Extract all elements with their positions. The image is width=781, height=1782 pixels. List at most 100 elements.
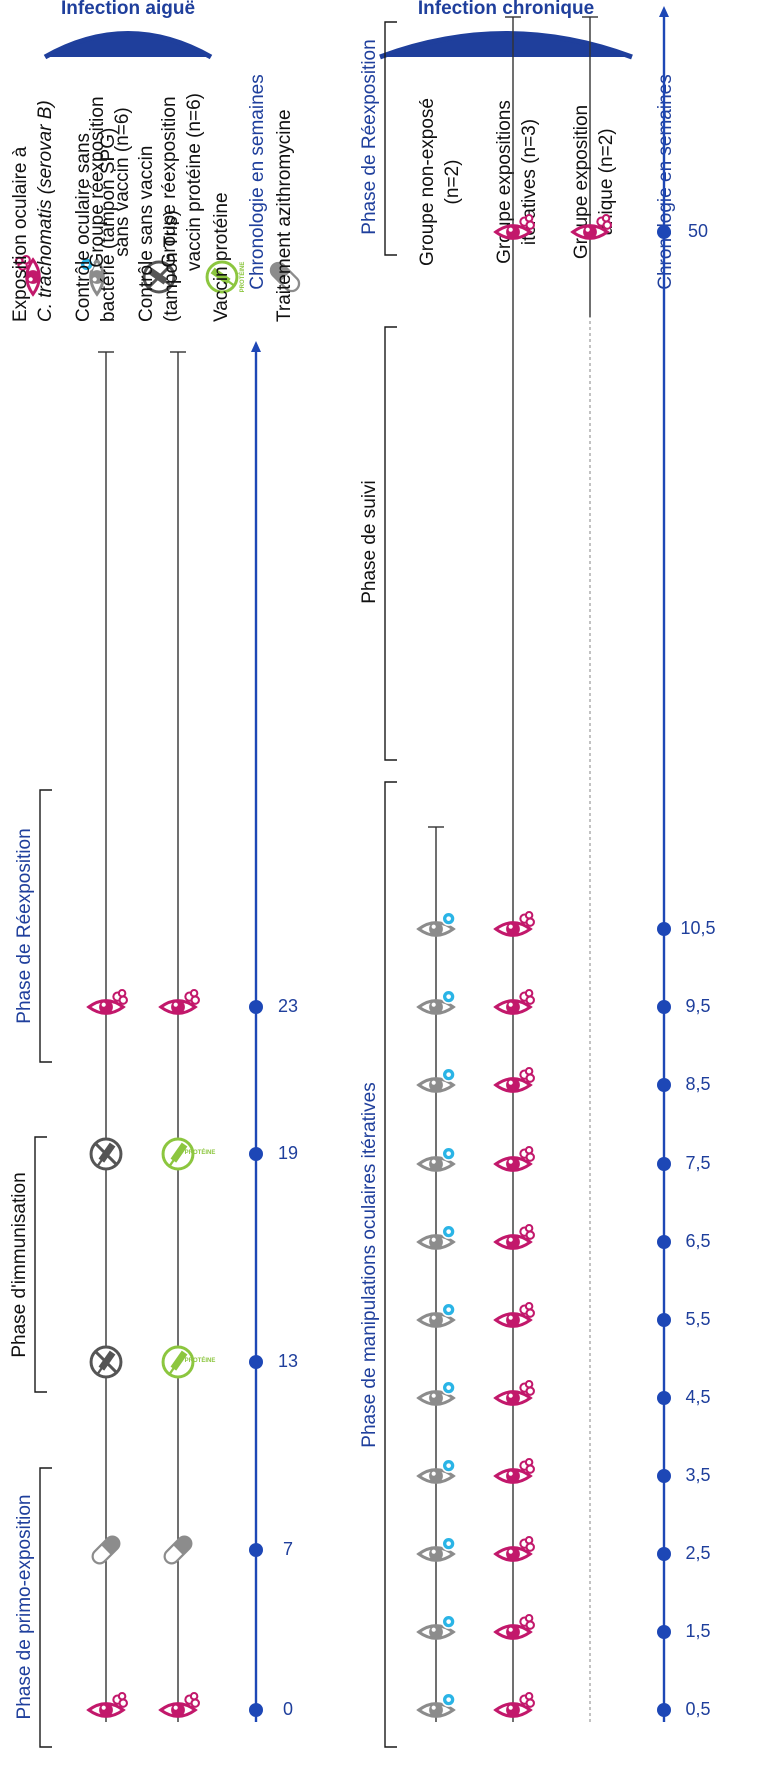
acute-axis-tick-label: 23	[278, 996, 298, 1016]
acute-panel: Groupe réexposition sans vaccin (n=6) Grou…	[9, 74, 298, 1748]
legend-label-3a: Contrôle sans vaccin	[136, 146, 157, 322]
eye-chlamydia-icon	[494, 988, 536, 1016]
legend-label-3b: (tampon Tris)	[161, 210, 182, 322]
eye-control-icon	[417, 1145, 457, 1173]
chronic-axis-tick-label: 4,5	[685, 1387, 710, 1407]
chronic-axis-tick-dot	[657, 1469, 671, 1483]
acute-axis-tick-label: 19	[278, 1143, 298, 1163]
chronic-phase-reexposition: Phase de Réexposition	[359, 39, 380, 234]
chronic-phase-bracket-suivi	[384, 326, 397, 761]
chronic-axis-tick-label: 10,5	[680, 918, 715, 938]
eye-chlamydia-icon	[494, 1301, 536, 1329]
acute-rows: PROTÉINE PROTÉINE	[87, 351, 216, 1722]
acute-axis-label: Chronologie en semaines	[247, 74, 268, 289]
eye-control-icon	[417, 910, 457, 938]
legend-item-control-eye: Contrôle oculaire sans bactérie (tampon …	[73, 128, 119, 322]
eye-chlamydia-icon	[159, 988, 201, 1016]
eye-control-icon	[417, 1613, 457, 1641]
chronic-panel: Groupe non-exposé (n=2) Groupe expositions…	[359, 6, 716, 1748]
acute-phase-bracket-immunisation	[34, 1136, 47, 1393]
eye-chlamydia-icon	[159, 1691, 201, 1719]
chronic-section-arc	[379, 31, 633, 60]
chronic-group-label: Groupe expositions itératives (n=3)	[494, 100, 540, 264]
acute-phase-bracket-reexposition	[39, 789, 52, 1063]
legend-label-2a: Contrôle oculaire sans	[73, 133, 94, 322]
chronic-row-iterative	[494, 213, 536, 1719]
chronic-axis-tick-dot	[657, 922, 671, 936]
eye-control-icon	[417, 988, 457, 1016]
chronic-row-non-exposed	[417, 910, 457, 1719]
eye-control-icon	[417, 1457, 457, 1485]
legend-item-no-vaccine: Contrôle sans vaccin (tampon Tris)	[136, 140, 182, 322]
legend-label-2b: bactérie (tampon SPG)	[98, 128, 119, 322]
chronic-phase-suivi: Phase de suivi	[359, 480, 380, 604]
chronic-phase-bracket-reexposition	[384, 21, 397, 256]
chronic-phase-bracket-iterative	[384, 781, 397, 1748]
pill-icon	[88, 1532, 124, 1568]
chronic-axis-tick-label: 9,5	[685, 996, 710, 1016]
acute-phase-bracket-primo	[39, 1467, 52, 1748]
chronic-axis-tick-dot	[657, 1547, 671, 1561]
chronic-axis-tick-label: 3,5	[685, 1465, 710, 1485]
chronic-rows	[417, 16, 613, 1722]
acute-axis-tick-dot	[249, 1147, 263, 1161]
eye-chlamydia-icon	[494, 1691, 536, 1719]
acute-phases: Phase de primo-exposition Phase d'immunis…	[9, 789, 52, 1748]
chronic-axis-tick-label: 8,5	[685, 1074, 710, 1094]
legend-label-5: Traitement azithromycine	[274, 109, 295, 322]
chronic-axis-tick-label: 0,5	[685, 1699, 710, 1719]
legend-item-chlamydia-eye: Exposition oculaire à C. trachomatis (se…	[10, 100, 56, 322]
chronic-axis-tick-dot	[657, 1391, 671, 1405]
legend-label-1a: Exposition oculaire à	[10, 146, 31, 322]
acute-row-protein-vaccine: PROTÉINE PROTÉINE	[159, 988, 216, 1719]
chronic-section-label: Infection chronique	[418, 0, 594, 19]
chronic-axis-tick-label: 50	[688, 221, 708, 241]
acute-group-label: Groupe réexposition sans vaccin (n=6)	[87, 96, 133, 267]
svg-text:Contrôle oculaire sans: Contrôle oculaire sans bactérie (tampon …	[73, 128, 119, 322]
protein-tag: PROTÉINE	[238, 262, 246, 293]
eye-chlamydia-icon	[494, 1457, 536, 1485]
acute-time-axis-arrowhead	[251, 341, 261, 352]
acute-axis-tick-dot	[249, 1000, 263, 1014]
legend-item-pill: Traitement azithromycine	[266, 109, 304, 322]
acute-phase-reexposition: Phase de Réexposition	[14, 828, 35, 1023]
acute-axis-tick-label: 0	[283, 1699, 293, 1719]
eye-control-icon	[417, 1379, 457, 1407]
acute-group-label: Groupe réexposition vaccin protéine (n=6)	[159, 93, 205, 271]
chronic-axis-tick-label: 7,5	[685, 1153, 710, 1173]
pill-icon	[160, 1532, 196, 1568]
eye-chlamydia-icon	[494, 1145, 536, 1173]
protein-tag: PROTÉINE	[185, 1356, 216, 1364]
eye-chlamydia-icon	[87, 1691, 129, 1719]
eye-control-icon	[417, 1066, 457, 1094]
no-vaccine-icon	[89, 1137, 123, 1171]
acute-axis-tick-label: 13	[278, 1351, 298, 1371]
chronic-axis-tick-label: 5,5	[685, 1309, 710, 1329]
legend-item-protein-vaccine: PROTÉINE Vaccin protéine	[205, 192, 246, 322]
acute-phase-immunisation: Phase d'immunisation	[9, 1172, 30, 1357]
chronic-group-label: Groupe non-exposé (n=2)	[417, 98, 463, 266]
chronic-axis-tick-dot	[657, 1000, 671, 1014]
legend-label-1b: C. trachomatis (serovar B)	[35, 100, 56, 322]
eye-control-icon	[417, 1691, 457, 1719]
timeline-content: Groupe réexposition sans vaccin (n=6) Grou…	[9, 6, 716, 1748]
chronic-axis-tick-dot	[657, 225, 671, 239]
legend: Exposition oculaire à C. trachomatis (se…	[10, 100, 304, 322]
chronic-axis-tick-dot	[657, 1625, 671, 1639]
eye-chlamydia-icon	[494, 1613, 536, 1641]
chronic-axis-tick-label: 2,5	[685, 1543, 710, 1563]
eye-chlamydia-icon	[494, 910, 536, 938]
protein-tag: PROTÉINE	[185, 1148, 216, 1156]
acute-axis-tick-dot	[249, 1355, 263, 1369]
svg-text:Contrôle sans vaccin: Contrôle sans vaccin (tampon Tris)	[136, 140, 182, 322]
legend-label-4: Vaccin protéine	[211, 192, 232, 322]
chronic-axis-label: Chronologie en semaines	[655, 74, 676, 289]
eye-chlamydia-icon	[494, 1379, 536, 1407]
acute-phase-primo: Phase de primo-exposition	[14, 1495, 35, 1720]
no-vaccine-icon	[89, 1345, 123, 1379]
svg-text:Exposition oculaire à: Exposition oculaire à C. trachomatis (se…	[10, 100, 56, 322]
chronic-axis-tick-dot	[657, 1078, 671, 1092]
acute-section-arc	[43, 31, 213, 60]
acute-section-label: Infection aiguë	[61, 0, 195, 19]
eye-control-icon	[417, 1223, 457, 1251]
